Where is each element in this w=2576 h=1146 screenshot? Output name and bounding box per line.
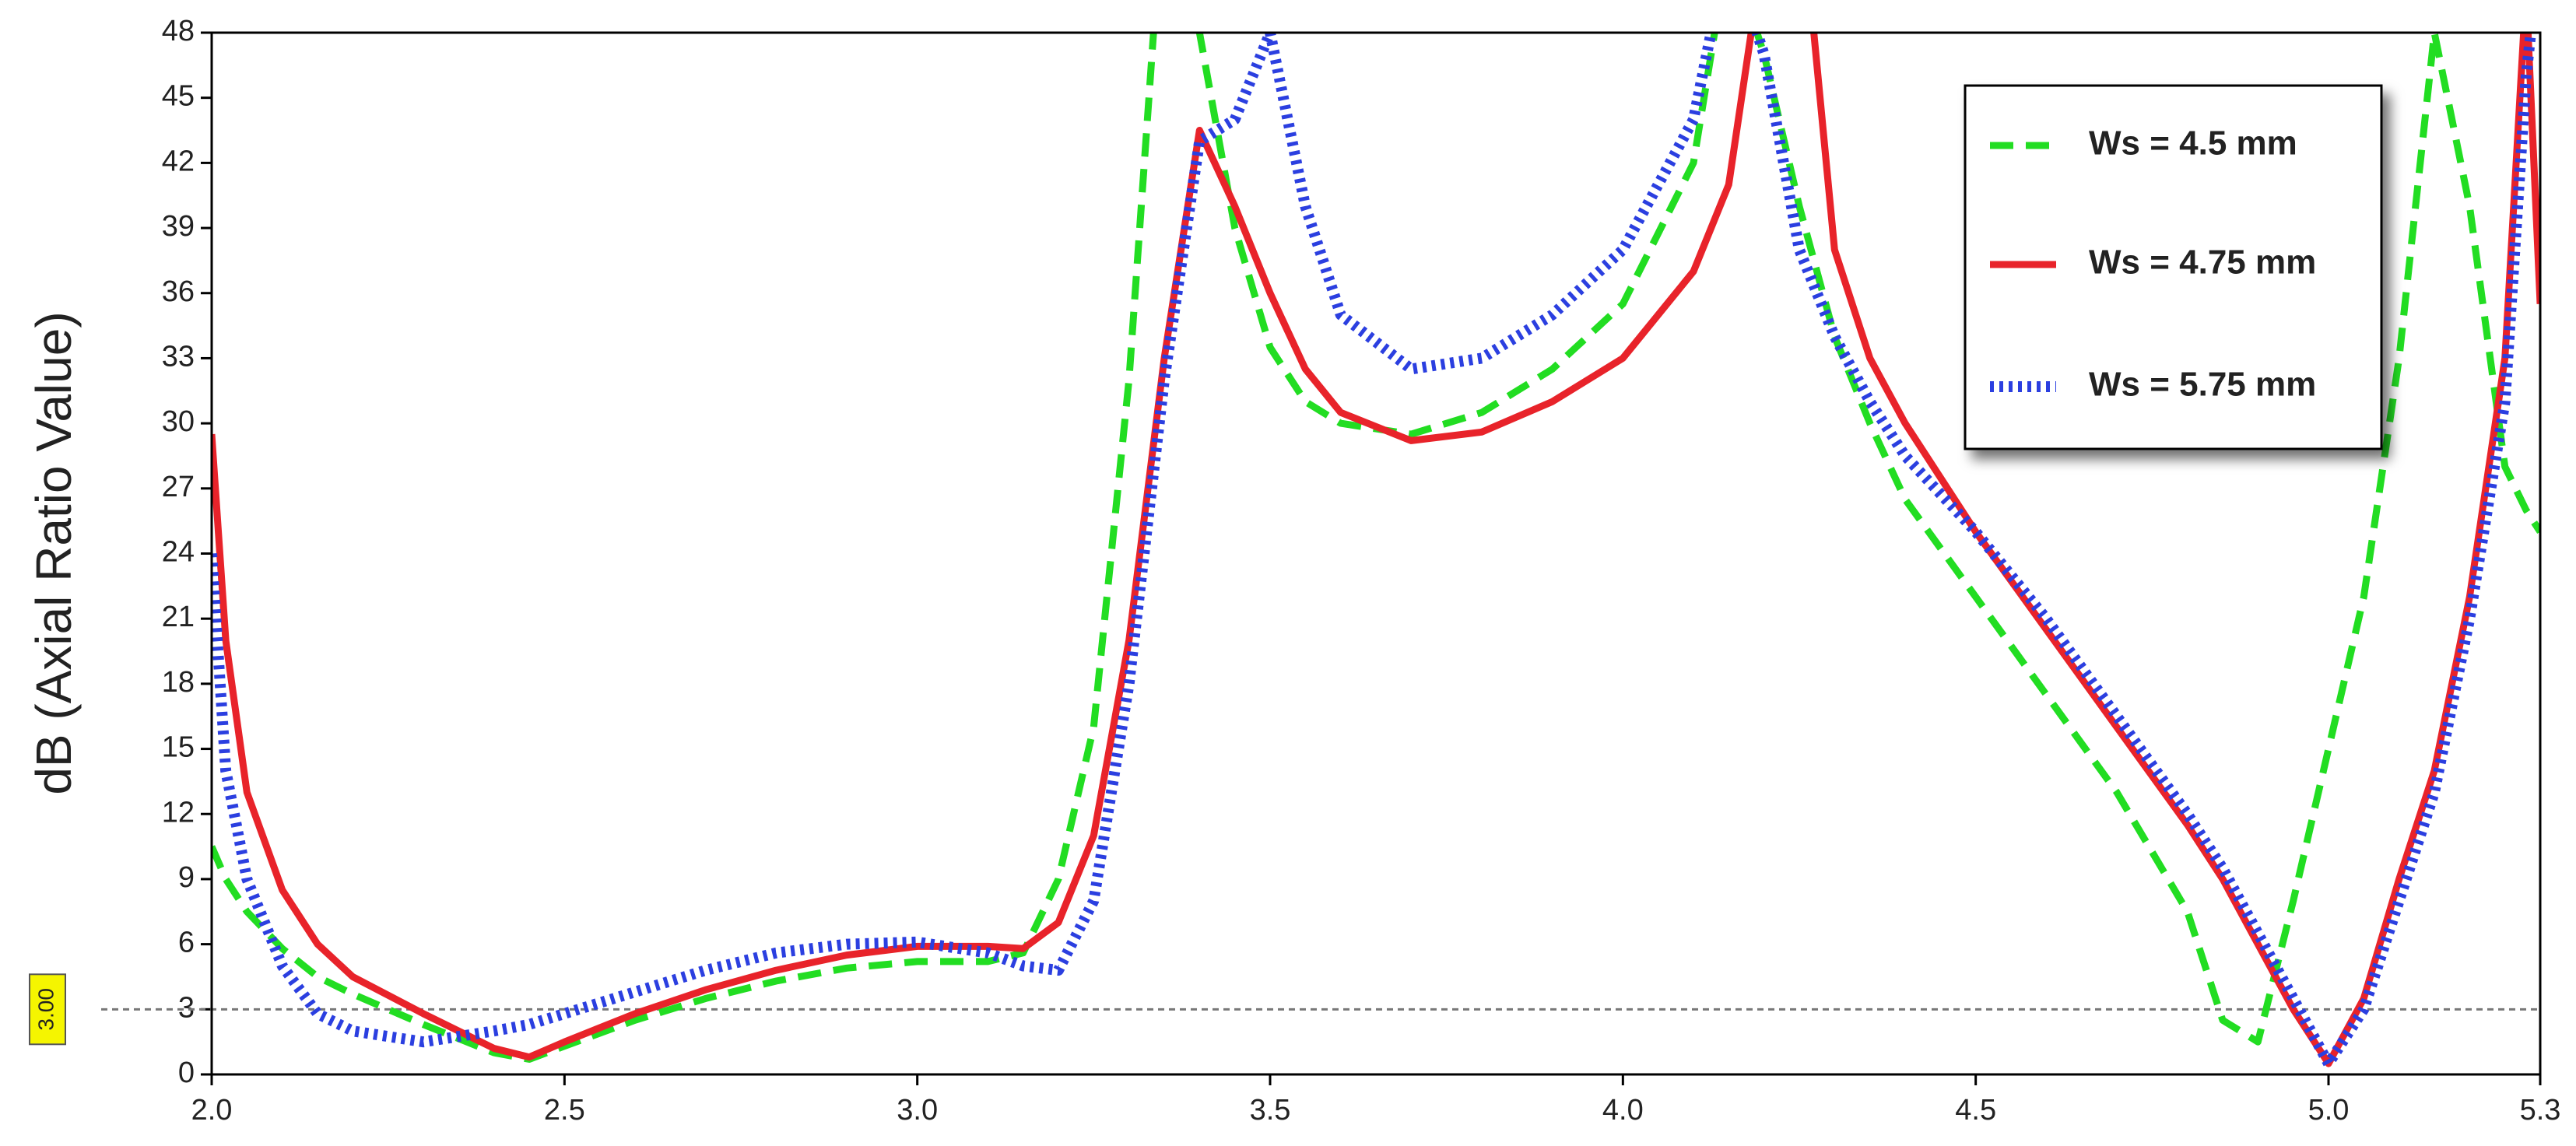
- x-tick-label: 5.3: [2520, 1094, 2561, 1127]
- legend-label: Ws = 4.75 mm: [2089, 244, 2316, 282]
- y-tick-label: 12: [162, 796, 195, 829]
- threshold-badge: [29, 973, 66, 1046]
- legend: Ws = 4.5 mm Ws = 4.75 mm Ws = 5.75 mm: [1964, 84, 2383, 450]
- x-tick-label: 4.5: [1955, 1094, 1996, 1127]
- y-tick-label: 18: [162, 666, 195, 699]
- threshold-label: 3.00: [33, 988, 58, 1031]
- y-tick-label: 3: [178, 991, 195, 1024]
- y-tick-label: 6: [178, 927, 195, 959]
- y-tick-label: 0: [178, 1057, 195, 1089]
- x-tick-label: 3.0: [897, 1094, 938, 1127]
- x-tick-label: 3.5: [1250, 1094, 1291, 1127]
- y-tick-label: 48: [162, 15, 195, 47]
- y-axis-title: dB (Axial Ratio Value): [26, 311, 82, 794]
- legend-label: Ws = 5.75 mm: [2089, 366, 2316, 404]
- y-tick-label: 33: [162, 340, 195, 373]
- plot-frame: [210, 31, 2542, 1076]
- y-tick-label: 42: [162, 145, 195, 177]
- x-tick-label: 2.0: [191, 1094, 233, 1127]
- y-tick-label: 36: [162, 275, 195, 308]
- series-line: [212, 33, 2540, 1067]
- y-tick-label: 9: [178, 861, 195, 894]
- legend-label: Ws = 4.5 mm: [2089, 124, 2297, 163]
- x-tick-label: 4.0: [1602, 1094, 1644, 1127]
- y-tick-label: 15: [162, 731, 195, 764]
- y-tick-label: 21: [162, 601, 195, 633]
- y-tick-label: 30: [162, 405, 195, 438]
- y-tick-label: 39: [162, 210, 195, 243]
- y-tick-label: 45: [162, 80, 195, 113]
- series-group: [212, 33, 2540, 1070]
- x-tick-label: 2.5: [544, 1094, 585, 1127]
- x-tick-label: 5.0: [2308, 1094, 2350, 1127]
- y-tick-label: 24: [162, 536, 195, 569]
- y-tick-label: 27: [162, 471, 195, 503]
- series-line: [212, 33, 2536, 1070]
